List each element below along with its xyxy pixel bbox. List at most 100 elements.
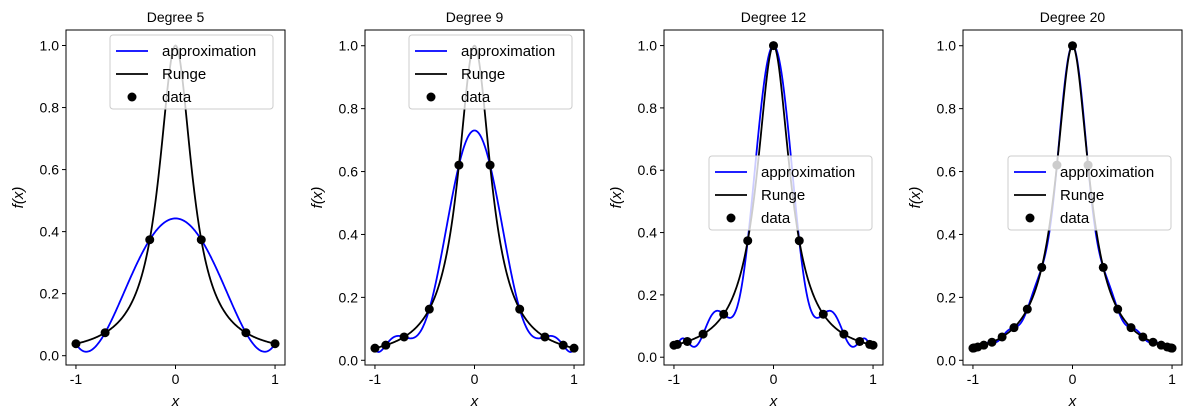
- legend-data-swatch: [726, 213, 736, 223]
- legend-label: Runge: [761, 187, 805, 204]
- x-tick-label: 1: [1168, 371, 1176, 387]
- data-point: [1148, 337, 1158, 347]
- data-point: [1009, 323, 1019, 333]
- data-point: [979, 340, 989, 350]
- x-tick-label: 1: [869, 371, 877, 387]
- chart-title: Degree 5: [147, 9, 205, 25]
- x-tick-label: -1: [70, 371, 83, 387]
- data-point: [1068, 41, 1077, 51]
- legend-label: approximation: [461, 43, 555, 60]
- x-tick-label: 0: [770, 371, 778, 387]
- legend: approximation Runge data: [109, 34, 274, 110]
- legend-label: approximation: [162, 43, 256, 60]
- y-tick-label: 0.2: [638, 287, 658, 303]
- legend: approximation Runge data: [708, 155, 873, 231]
- data-point: [868, 340, 878, 350]
- y-tick-label: 0.8: [937, 101, 957, 117]
- data-point: [1113, 304, 1123, 314]
- legend-label: data: [162, 89, 192, 106]
- y-axis-label: f(x): [907, 187, 924, 209]
- y-tick-label: 0.2: [339, 289, 359, 305]
- axes-frame: [663, 29, 884, 366]
- y-tick-label: 0.6: [339, 164, 359, 180]
- legend-data-swatch: [1025, 213, 1035, 223]
- chart-panel-2: Degree 9 -1 0 1 0.0 0.2 0.4 0.6 0.8 1.0 x f(x) appro…: [309, 9, 585, 410]
- data-point: [672, 339, 682, 349]
- y-axis-label: f(x): [608, 187, 625, 209]
- approximation-line: [75, 217, 276, 353]
- y-tick-label: 0.0: [937, 352, 957, 368]
- x-tick-label: 1: [271, 371, 279, 387]
- data-point: [370, 343, 380, 353]
- data-point: [399, 332, 409, 342]
- y-tick-label: 1.0: [339, 38, 359, 54]
- data-point: [1022, 304, 1032, 314]
- legend-label: approximation: [761, 164, 855, 181]
- data-point: [794, 236, 804, 246]
- data-point: [540, 332, 550, 342]
- x-tick-label: 1: [570, 371, 578, 387]
- x-axis-label: x: [769, 393, 778, 410]
- chart-panel-3: Degree 12 -1 0 1 0.0 0.2 0.4 0.6 0.8 1.0 x f(x) appr…: [608, 9, 884, 410]
- y-tick-label: 0.4: [937, 226, 957, 242]
- x-tick-label: 0: [471, 371, 479, 387]
- data-point: [145, 235, 155, 245]
- y-tick-label: 0.0: [40, 348, 60, 364]
- legend-box: [408, 34, 573, 110]
- axes-frame: [962, 29, 1183, 366]
- x-tick-label: 0: [1069, 371, 1077, 387]
- approximation-line: [374, 129, 575, 353]
- y-tick-label: 0.6: [638, 162, 658, 178]
- data-point: [71, 339, 81, 349]
- legend-label: data: [461, 89, 491, 106]
- y-tick-label: 0.4: [339, 226, 359, 242]
- legend-label: Runge: [162, 66, 206, 83]
- data-point: [1138, 332, 1148, 342]
- data-point: [558, 340, 568, 350]
- legend-box: [109, 34, 274, 110]
- y-tick-label: 1.0: [937, 38, 957, 54]
- data-point: [1037, 262, 1047, 272]
- legend-data-swatch: [127, 92, 137, 102]
- legend-box: [1007, 155, 1172, 231]
- y-tick-label: 0.8: [339, 101, 359, 117]
- axes-frame: [364, 29, 585, 366]
- data-point: [769, 41, 778, 51]
- y-tick-label: 0.6: [40, 162, 60, 178]
- data-point: [196, 235, 206, 245]
- data-point: [987, 337, 997, 347]
- data-point: [100, 328, 110, 338]
- data-point: [855, 336, 865, 346]
- data-point: [682, 336, 692, 346]
- x-tick-label: 0: [172, 371, 180, 387]
- data-point: [1126, 323, 1136, 333]
- y-tick-label: 1.0: [40, 38, 60, 54]
- x-axis-label: x: [470, 393, 479, 410]
- x-tick-label: -1: [967, 371, 980, 387]
- data-point: [454, 160, 464, 170]
- data-point: [515, 304, 525, 314]
- y-tick-label: 0.0: [339, 352, 359, 368]
- chart-panel-1: Degree 5 -1 0 1 0.0 0.2 0.4 0.6 0.8 1.0 x f(x) appro…: [10, 9, 286, 410]
- data-point: [997, 332, 1007, 342]
- data-point: [1167, 343, 1177, 353]
- y-tick-label: 0.0: [638, 349, 658, 365]
- chart-title: Degree 12: [741, 9, 807, 25]
- chart-title: Degree 9: [446, 9, 504, 25]
- legend-label: Runge: [461, 66, 505, 83]
- y-tick-label: 0.8: [638, 100, 658, 116]
- data-point: [485, 160, 495, 170]
- data-point: [270, 339, 280, 349]
- data-point: [818, 309, 828, 319]
- y-tick-label: 0.2: [40, 286, 60, 302]
- y-tick-label: 0.4: [40, 224, 60, 240]
- data-point: [569, 343, 579, 353]
- legend-label: Runge: [1060, 187, 1104, 204]
- chart-panel-4: Degree 20 -1 0 1 0.0 0.2 0.4 0.6 0.8 1.0 x f(x) appr…: [907, 9, 1183, 410]
- y-tick-label: 0.8: [40, 100, 60, 116]
- data-point: [839, 329, 849, 339]
- legend-label: data: [761, 210, 791, 227]
- data-point: [381, 340, 391, 350]
- x-axis-label: x: [1068, 393, 1077, 410]
- data-point: [241, 328, 251, 338]
